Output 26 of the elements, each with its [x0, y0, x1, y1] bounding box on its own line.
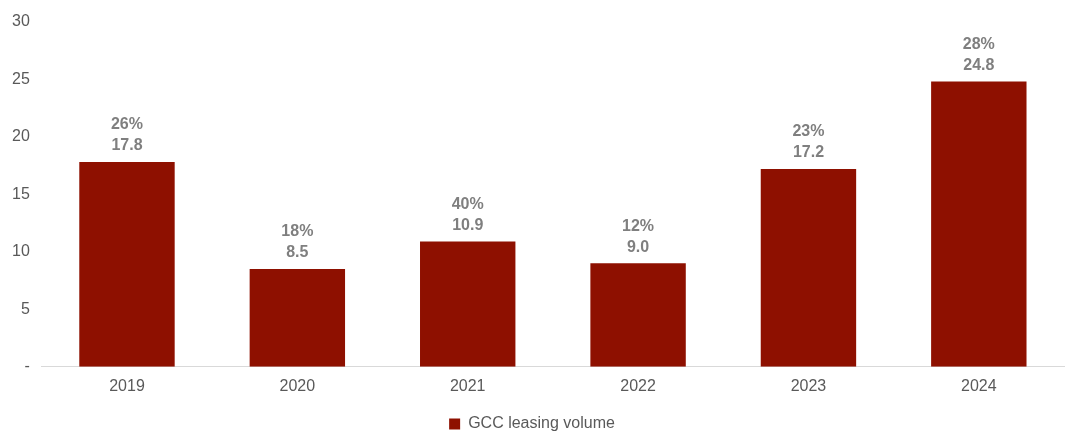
- data-label: 40% 10.9: [451, 194, 484, 233]
- data-label: 28% 24.8: [962, 34, 995, 73]
- bar: [760, 168, 857, 367]
- data-label: 26% 17.8: [110, 115, 143, 154]
- bar: [590, 263, 686, 367]
- x-tick-label: 2021: [449, 376, 486, 394]
- data-label: 18% 8.5: [281, 222, 314, 261]
- y-tick-label: 30: [12, 12, 30, 30]
- bar: [420, 241, 516, 367]
- x-tick-label: 2022: [620, 376, 656, 394]
- y-tick-label: 10: [12, 242, 30, 260]
- y-tick-label: 15: [12, 184, 30, 202]
- legend-label: GCC leasing volume: [468, 414, 615, 432]
- bar: [931, 81, 1027, 367]
- y-tick-label: -: [24, 357, 30, 375]
- x-tick-label: 2024: [961, 376, 997, 394]
- y-tick-label: 25: [12, 69, 30, 87]
- y-tick-label: 20: [12, 127, 30, 145]
- x-tick-label: 2023: [790, 376, 827, 394]
- bar: [249, 268, 346, 367]
- y-tick-label: 5: [20, 299, 30, 317]
- data-label: 23% 17.2: [792, 122, 825, 161]
- x-tick-label: 2020: [279, 376, 316, 394]
- bar: [79, 161, 175, 367]
- x-tick-label: 2019: [109, 376, 145, 394]
- data-label: 12% 9.0: [622, 216, 655, 255]
